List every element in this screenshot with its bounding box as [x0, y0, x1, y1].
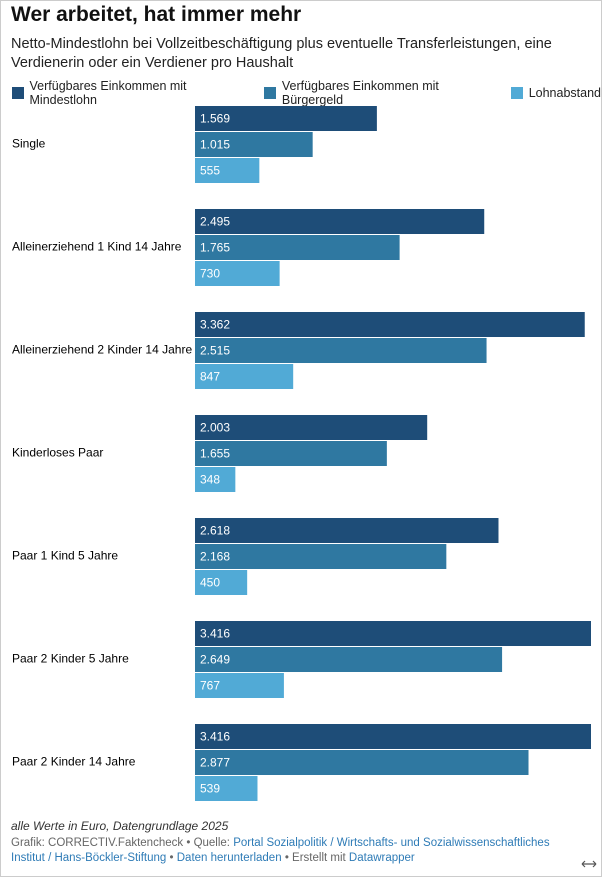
value-label: 2.495	[200, 215, 230, 229]
subtitle: Netto-Mindestlohn bei Vollzeitbeschäftig…	[11, 36, 552, 71]
value-label: 1.015	[200, 138, 230, 152]
legend-item: Lohnabstand	[510, 79, 601, 107]
value-label: 2.877	[200, 756, 230, 770]
bar	[195, 261, 280, 286]
category-label: Alleinerziehend 1 Kind 14 Jahre	[12, 240, 182, 254]
bar	[195, 132, 313, 157]
bar	[195, 364, 294, 389]
value-label: 2.618	[200, 524, 230, 538]
expand-icon[interactable]	[581, 859, 597, 869]
category-label: Paar 2 Kinder 5 Jahre	[12, 652, 129, 666]
category-label: Kinderloses Paar	[12, 446, 103, 460]
value-label: 730	[200, 267, 220, 281]
legend-swatch	[510, 87, 523, 99]
category-label: Paar 2 Kinder 14 Jahre	[12, 755, 136, 769]
value-label: 2.515	[200, 344, 230, 358]
tool-link[interactable]: Datawrapper	[348, 852, 415, 864]
category-label: Single	[12, 137, 46, 151]
bar	[195, 673, 284, 698]
value-label: 450	[200, 576, 220, 590]
bar	[195, 467, 236, 492]
bar	[195, 518, 499, 543]
legend-label: Verfügbares Einkommen mit Mindestlohn	[29, 79, 187, 107]
bar	[195, 570, 248, 595]
separator: •	[169, 852, 174, 864]
value-label: 348	[200, 473, 220, 487]
bar	[195, 209, 485, 234]
legend-item: Verfügbares Einkommen mit Bürgergeld	[264, 79, 494, 107]
bar	[195, 158, 260, 183]
value-label: 3.416	[200, 627, 230, 641]
value-label: 3.416	[200, 730, 230, 744]
bar	[195, 338, 487, 363]
value-label: 1.569	[200, 112, 230, 126]
value-label: 539	[200, 782, 220, 796]
source-link[interactable]: Portal Sozialpolitik / Wirtschafts- und …	[11, 837, 550, 864]
legend: Verfügbares Einkommen mit Mindestlohn Ver…	[12, 79, 601, 107]
download-link[interactable]: Daten herunterladen	[176, 852, 282, 864]
legend-swatch	[12, 87, 24, 99]
bar	[195, 106, 377, 131]
note: alle Werte in Euro, Datengrundlage 2025	[11, 819, 229, 833]
value-label: 2.168	[200, 550, 230, 564]
footer: Grafik: CORRECTIV.Faktencheck • Quelle: …	[11, 836, 581, 866]
value-label: 555	[200, 164, 220, 178]
value-label: 767	[200, 679, 220, 693]
bar	[195, 647, 503, 672]
bar	[195, 415, 428, 440]
legend-label: Lohnabstand	[528, 86, 601, 100]
source-label: Quelle:	[193, 837, 230, 849]
bar	[195, 724, 591, 749]
value-label: 1.765	[200, 241, 230, 255]
separator: •	[284, 852, 289, 864]
value-label: 847	[200, 370, 220, 384]
made-with: Erstellt mit	[292, 852, 346, 864]
bar	[195, 750, 529, 775]
bar	[195, 235, 400, 260]
value-label: 1.655	[200, 447, 230, 461]
legend-swatch	[264, 87, 276, 99]
value-label: 2.649	[200, 653, 230, 667]
bar	[195, 441, 387, 466]
legend-item: Verfügbares Einkommen mit Mindestlohn	[12, 79, 248, 107]
title: Wer arbeitet, hat immer mehr	[11, 3, 302, 26]
legend-label: Verfügbares Einkommen mit Bürgergeld	[281, 79, 439, 107]
bar	[195, 776, 258, 801]
bar	[195, 621, 591, 646]
bar	[195, 544, 447, 569]
value-label: 3.362	[200, 318, 230, 332]
category-label: Alleinerziehend 2 Kinder 14 Jahre	[12, 343, 192, 357]
category-label: Paar 1 Kind 5 Jahre	[12, 549, 118, 563]
chart: Single 1.569 1.015 555 Alleinerziehend 1 Kin…	[12, 106, 591, 801]
bar	[195, 312, 585, 337]
value-label: 2.003	[200, 421, 230, 435]
separator: •	[186, 837, 191, 849]
credit: Grafik: CORRECTIV.Faktencheck	[11, 837, 184, 849]
